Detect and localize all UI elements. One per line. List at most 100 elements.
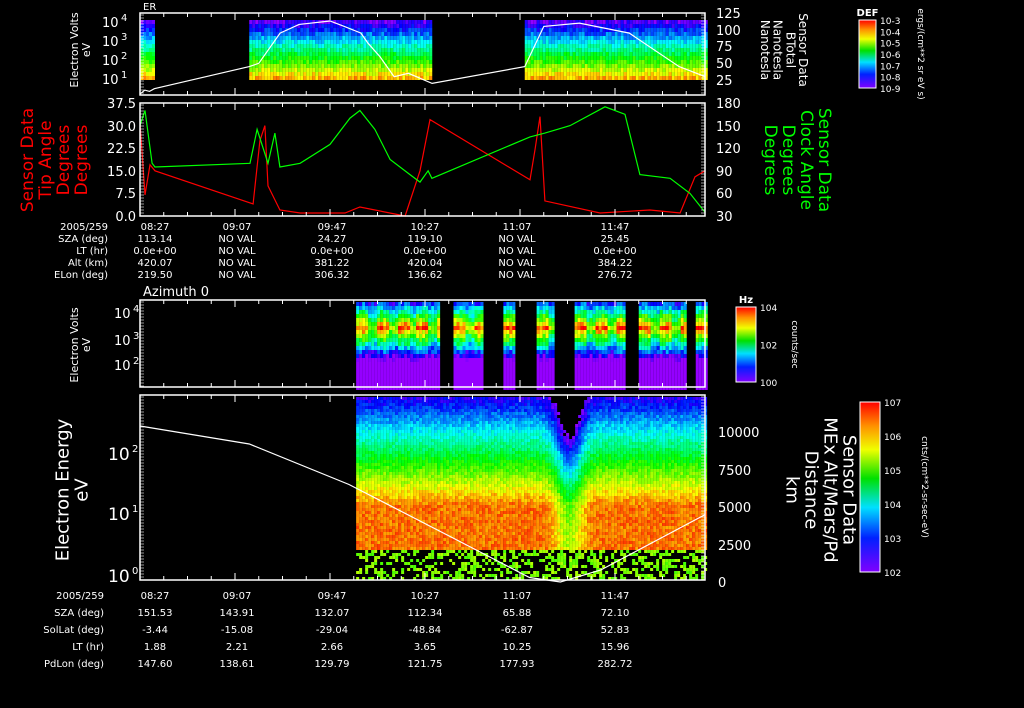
spectrogram-cell xyxy=(401,318,405,322)
spectrogram-cell xyxy=(371,496,375,499)
spectrogram-cell xyxy=(419,514,423,517)
spectrogram-cell xyxy=(393,48,397,52)
spectrogram-cell xyxy=(599,56,603,60)
spectrogram-cell xyxy=(356,418,360,421)
spectrogram-cell xyxy=(359,523,363,526)
spectrogram-cell xyxy=(380,362,384,366)
spectrogram-cell xyxy=(407,326,411,330)
spectrogram-cell xyxy=(650,52,654,56)
spectrogram-cell xyxy=(506,330,510,334)
spectrogram-cell xyxy=(362,366,366,370)
spectrogram-cell xyxy=(704,36,708,40)
spectrogram-cell xyxy=(407,478,411,481)
spectrogram-cell xyxy=(605,76,609,80)
spectrogram-cell xyxy=(377,487,381,490)
spectrogram-cell xyxy=(683,306,687,310)
spectrogram-cell xyxy=(152,28,155,32)
spectrogram-cell xyxy=(659,72,663,76)
spectrogram-cell xyxy=(456,322,460,326)
spectrogram-cell xyxy=(551,56,555,60)
spectrogram-cell xyxy=(683,350,687,354)
spectrogram-cell xyxy=(276,44,280,48)
spectrogram-cell xyxy=(413,469,417,472)
spectrogram-cell xyxy=(380,454,384,457)
spectrogram-cell xyxy=(542,36,546,40)
spectrogram-cell xyxy=(368,457,372,460)
spectrogram-cell xyxy=(374,448,378,451)
spectrogram-cell xyxy=(377,454,381,457)
spectrogram-cell xyxy=(557,64,561,68)
spectrogram-cell xyxy=(374,535,378,538)
spectrogram-cell xyxy=(587,24,591,28)
spectrogram-cell xyxy=(399,44,403,48)
spectrogram-cell xyxy=(413,406,417,409)
spectrogram-cell xyxy=(377,421,381,424)
spectrogram-cell xyxy=(392,478,396,481)
spectrogram-cell xyxy=(143,52,146,56)
spectrogram-cell xyxy=(689,28,693,32)
spectrogram-cell xyxy=(701,310,705,314)
spectrogram-cell xyxy=(662,56,666,60)
spectrogram-cell xyxy=(629,68,633,72)
spectrogram-cell xyxy=(414,40,418,44)
spectrogram-cell xyxy=(309,60,313,64)
spectrogram-cell xyxy=(659,36,663,40)
spectrogram-cell xyxy=(589,354,593,358)
spectrogram-cell xyxy=(512,302,516,306)
spectrogram-cell xyxy=(392,322,396,326)
spectrogram-cell xyxy=(375,60,379,64)
spectrogram-cell xyxy=(380,451,384,454)
spectrogram-cell xyxy=(371,354,375,358)
spectrogram-cell xyxy=(419,306,423,310)
spectrogram-cell xyxy=(653,64,657,68)
spectrogram-cell xyxy=(398,412,402,415)
spectrogram-cell xyxy=(374,436,378,439)
spectrogram-cell xyxy=(456,306,460,310)
spectrogram-cell xyxy=(677,24,681,28)
spectrogram-cell xyxy=(662,346,666,350)
spectrogram-cell xyxy=(611,20,615,24)
spectrogram-cell xyxy=(392,439,396,442)
spectrogram-cell xyxy=(401,568,405,571)
spectrogram-cell xyxy=(383,409,387,412)
spectrogram-cell xyxy=(607,326,611,330)
spectrogram-cell xyxy=(506,318,510,322)
spectrogram-cell xyxy=(592,306,596,310)
spectrogram-cell xyxy=(410,374,414,378)
spectrogram-cell xyxy=(680,52,684,56)
spectrogram-cell xyxy=(380,475,384,478)
spectrogram-cell xyxy=(548,342,552,346)
spectrogram-cell xyxy=(294,56,298,60)
spectrogram-cell xyxy=(593,60,597,64)
spectrogram-cell xyxy=(425,354,429,358)
spectrogram-cell xyxy=(431,374,435,378)
spectrogram-cell xyxy=(471,322,475,326)
spectrogram-cell xyxy=(386,334,390,338)
spectrogram-cell xyxy=(255,40,259,44)
spectrogram-cell xyxy=(366,52,370,56)
spectrogram-cell xyxy=(604,350,608,354)
spectrogram-cell xyxy=(371,457,375,460)
spectrogram-cell xyxy=(383,382,387,386)
spectrogram-cell xyxy=(695,354,699,358)
spectrogram-cell xyxy=(327,52,331,56)
spectrogram-cell xyxy=(419,334,423,338)
spectrogram-cell xyxy=(368,475,372,478)
spectrogram-cell xyxy=(644,40,648,44)
spectrogram-cell xyxy=(554,28,558,32)
spectrogram-cell xyxy=(605,24,609,28)
spectrogram-cell xyxy=(416,378,420,382)
spectrogram-cell xyxy=(377,334,381,338)
spectrogram-cell xyxy=(509,330,513,334)
spectrogram-cell xyxy=(383,571,387,574)
spectrogram-cell xyxy=(686,72,690,76)
spectrogram-cell xyxy=(405,48,409,52)
spectrogram-cell xyxy=(611,56,615,60)
spectrogram-cell xyxy=(692,68,696,72)
spectrogram-cell xyxy=(698,64,702,68)
spectrogram-cell xyxy=(617,72,621,76)
spectrogram-cell xyxy=(270,72,274,76)
spectrogram-cell xyxy=(404,430,408,433)
spectrogram-cell xyxy=(641,338,645,342)
spectrogram-cell xyxy=(392,326,396,330)
